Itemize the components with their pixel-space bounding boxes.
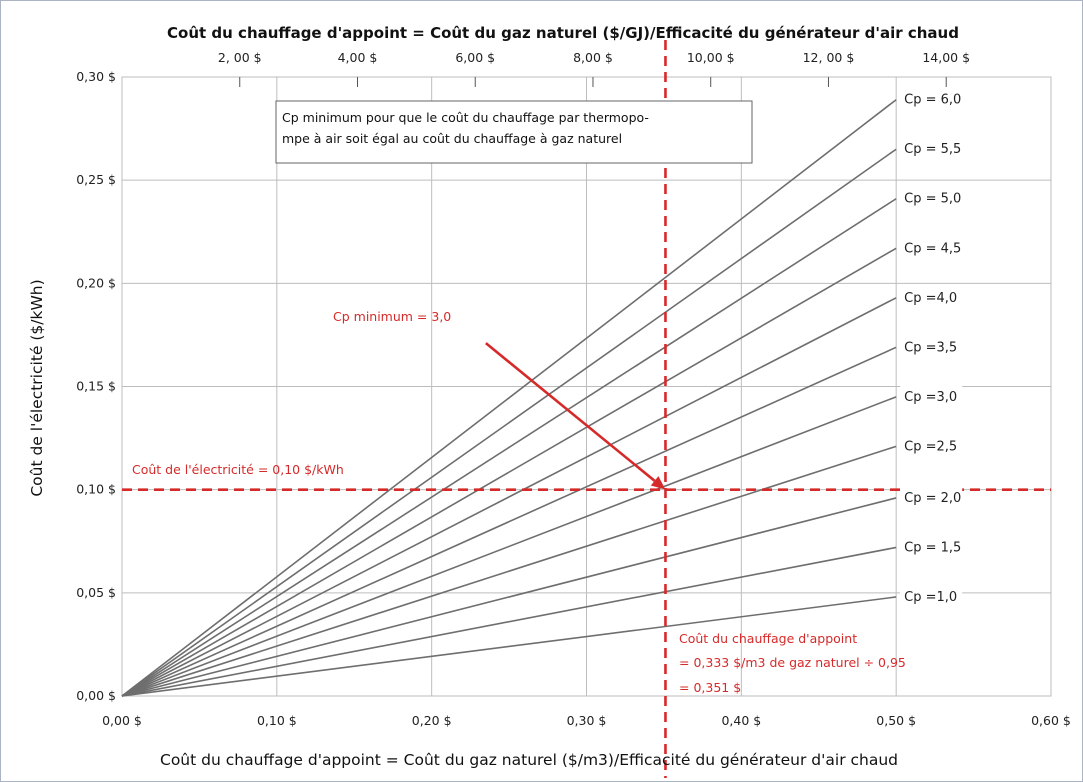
series-line-cp-2 xyxy=(121,497,897,697)
annotation-backup-cost-line1: Coût du chauffage d'appoint xyxy=(679,631,857,646)
note-box: Cp minimum pour que le coût du chauffage… xyxy=(275,100,753,164)
series-line-cp-3 xyxy=(121,396,897,697)
cp-label: Cp = 5,5 xyxy=(904,142,961,157)
cp-label-background xyxy=(900,536,963,557)
x-tick-label: 0,50 $ xyxy=(876,713,916,728)
plot-border xyxy=(121,76,1052,697)
top-tick-label: 10,00 $ xyxy=(687,50,735,65)
cp-label-background xyxy=(900,286,963,307)
series-lines xyxy=(121,99,897,697)
annotation-backup-cost-line2: = 0,333 $/m3 de gaz naturel ÷ 0,95 xyxy=(679,655,906,670)
series-line-cp-3-5 xyxy=(121,346,897,697)
top-tick-label: 2, 00 $ xyxy=(218,50,262,65)
note-box-line2: mpe à air soit égal au coût du chauffage… xyxy=(282,131,622,146)
cp-label-background xyxy=(900,435,963,456)
y-tick-label: 0,10 $ xyxy=(76,482,116,497)
top-tick-label: 6,00 $ xyxy=(455,50,495,65)
reference-lines xyxy=(122,40,1051,778)
cp-label: Cp = 5,0 xyxy=(904,192,961,207)
y-tick-label: 0,15 $ xyxy=(76,379,116,394)
cp-label: Cp = 4,5 xyxy=(904,241,961,256)
y-tick-label: 0,05 $ xyxy=(76,585,116,600)
cp-labels: Cp =1,0 Cp = 1,5 Cp = 2,0 Cp =2,5 Cp =3,0 Cp … xyxy=(900,88,963,606)
x-tick-label: 0,40 $ xyxy=(721,713,761,728)
arrow-head xyxy=(650,476,666,490)
top-tick-label: 8,00 $ xyxy=(573,50,613,65)
chart-title: Coût du chauffage d'appoint = Coût du ga… xyxy=(167,24,959,42)
y-tick-label: 0,30 $ xyxy=(76,69,116,84)
x-tick-label: 0,20 $ xyxy=(412,713,452,728)
x-tick-label: 0,00 $ xyxy=(102,713,142,728)
series-line-cp-4 xyxy=(121,297,897,697)
cp-label-background xyxy=(900,88,963,109)
series-line-cp-5-5 xyxy=(121,148,897,697)
cp-label: Cp =1,0 xyxy=(904,590,957,605)
cp-minimum-arrow xyxy=(485,342,666,490)
cp-label-background xyxy=(900,237,963,258)
arrow-shaft xyxy=(485,342,656,482)
top-tick-label: 14,00 $ xyxy=(922,50,970,65)
cp-label-background xyxy=(900,385,963,406)
series-line-cp-5 xyxy=(121,198,897,697)
cp-label: Cp =3,5 xyxy=(904,340,957,355)
cp-label-background xyxy=(900,486,963,507)
tick-labels: 0,00 $ 0,10 $ 0,20 $ 0,30 $ 0,40 $ 0,50 $ 0,60… xyxy=(76,50,1071,728)
top-tick-label: 12, 00 $ xyxy=(803,50,855,65)
cp-label: Cp =4,0 xyxy=(904,291,957,306)
series-line-cp-6 xyxy=(121,99,897,697)
cp-label-background xyxy=(900,336,963,357)
annotation-electricity-cost: Coût de l'électricité = 0,10 $/kWh xyxy=(132,462,344,477)
cp-label: Cp =2,5 xyxy=(904,439,957,454)
series-line-cp-2-5 xyxy=(121,445,897,697)
x-tick-label: 0,60 $ xyxy=(1031,713,1071,728)
cp-label-background xyxy=(900,138,963,159)
series-line-cp-1 xyxy=(121,596,897,697)
x-axis-title: Coût du chauffage d'appoint = Coût du ga… xyxy=(160,751,898,769)
cp-label: Cp = 6,0 xyxy=(904,93,961,108)
annotation-backup-cost-line3: = 0,351 $ xyxy=(679,680,741,695)
y-axis-title: Coût de l'électricité ($/kWh) xyxy=(28,279,46,496)
annotation-cp-minimum: Cp minimum = 3,0 xyxy=(333,309,451,324)
y-tick-label: 0,25 $ xyxy=(76,172,116,187)
top-tick-label: 4,00 $ xyxy=(338,50,378,65)
note-box-rect xyxy=(275,100,753,164)
cp-label: Cp = 1,5 xyxy=(904,540,961,555)
series-line-cp-1-5 xyxy=(121,546,897,697)
y-tick-label: 0,20 $ xyxy=(76,275,116,290)
cp-label: Cp = 2,0 xyxy=(904,491,961,506)
cp-label: Cp =3,0 xyxy=(904,390,957,405)
note-box-line1: Cp minimum pour que le coût du chauffage… xyxy=(282,110,649,125)
cp-label-background xyxy=(900,187,963,208)
y-tick-label: 0,00 $ xyxy=(76,688,116,703)
x-tick-label: 0,30 $ xyxy=(567,713,607,728)
series-line-cp-4-5 xyxy=(121,247,897,697)
x-tick-label: 0,10 $ xyxy=(257,713,297,728)
cp-label-background xyxy=(900,585,963,606)
